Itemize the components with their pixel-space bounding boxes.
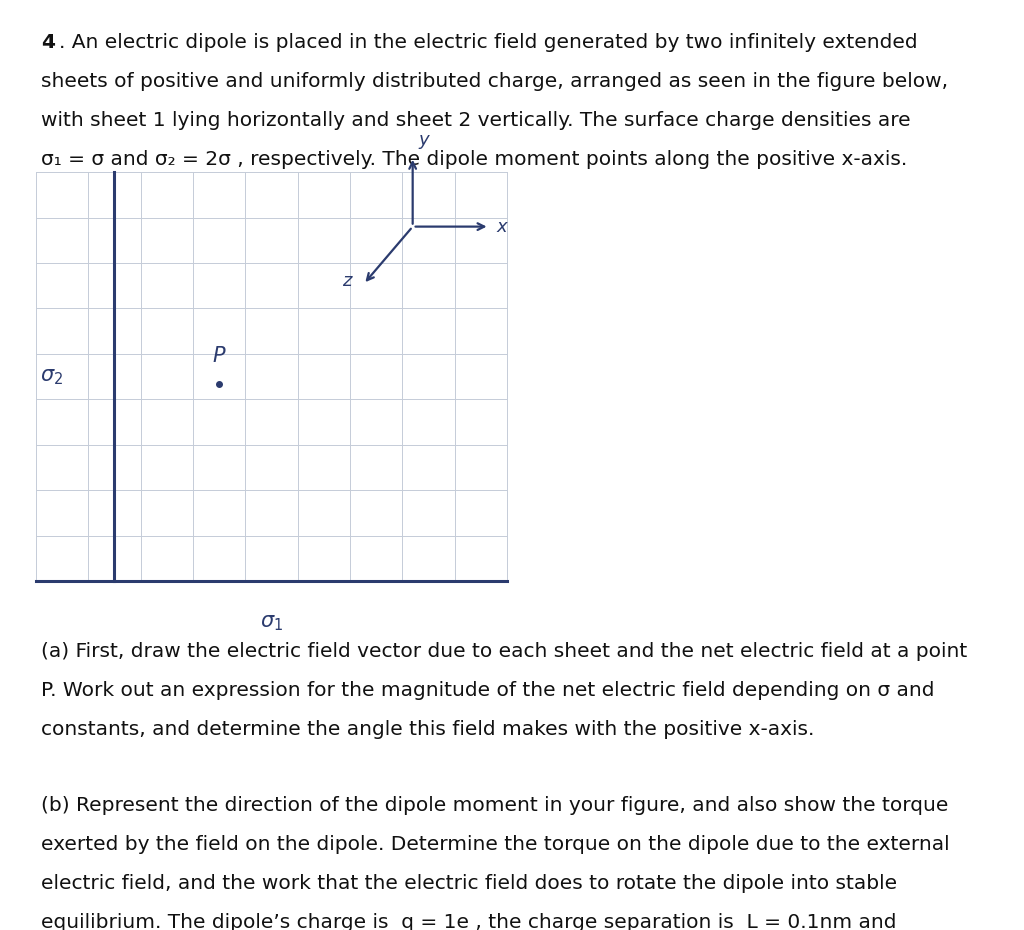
Text: constants, and determine the angle this field makes with the positive x-axis.: constants, and determine the angle this … (41, 720, 814, 738)
Text: (b) Represent the direction of the dipole moment in your figure, and also show t: (b) Represent the direction of the dipol… (41, 796, 948, 815)
Text: P. Work out an expression for the magnitude of the net electric field depending : P. Work out an expression for the magnit… (41, 681, 935, 699)
Text: . An electric dipole is placed in the electric field generated by two infinitely: . An electric dipole is placed in the el… (59, 33, 919, 51)
Text: 4: 4 (41, 33, 55, 51)
Text: electric field, and the work that the electric field does to rotate the dipole i: electric field, and the work that the el… (41, 874, 897, 893)
Text: y: y (419, 131, 429, 150)
Text: with sheet 1 lying horizontally and sheet 2 vertically. The surface charge densi: with sheet 1 lying horizontally and shee… (41, 111, 910, 129)
Text: sheets of positive and uniformly distributed charge, arranged as seen in the fig: sheets of positive and uniformly distrib… (41, 72, 948, 90)
Text: equilibrium. The dipole’s charge is  q = 1e , the charge separation is  L = 0.1n: equilibrium. The dipole’s charge is q = … (41, 913, 896, 930)
Text: exerted by the field on the dipole. Determine the torque on the dipole due to th: exerted by the field on the dipole. Dete… (41, 835, 949, 854)
Text: $\sigma_1$: $\sigma_1$ (260, 613, 283, 633)
Text: $\sigma_2$: $\sigma_2$ (40, 366, 63, 387)
Text: σ₁ = σ and σ₂ = 2σ , respectively. The dipole moment points along the positive x: σ₁ = σ and σ₂ = 2σ , respectively. The d… (41, 150, 907, 168)
Text: z: z (342, 272, 351, 289)
Text: P: P (213, 346, 225, 366)
Text: (a) First, draw the electric field vector due to each sheet and the net electric: (a) First, draw the electric field vecto… (41, 642, 968, 660)
Text: x: x (497, 218, 507, 235)
